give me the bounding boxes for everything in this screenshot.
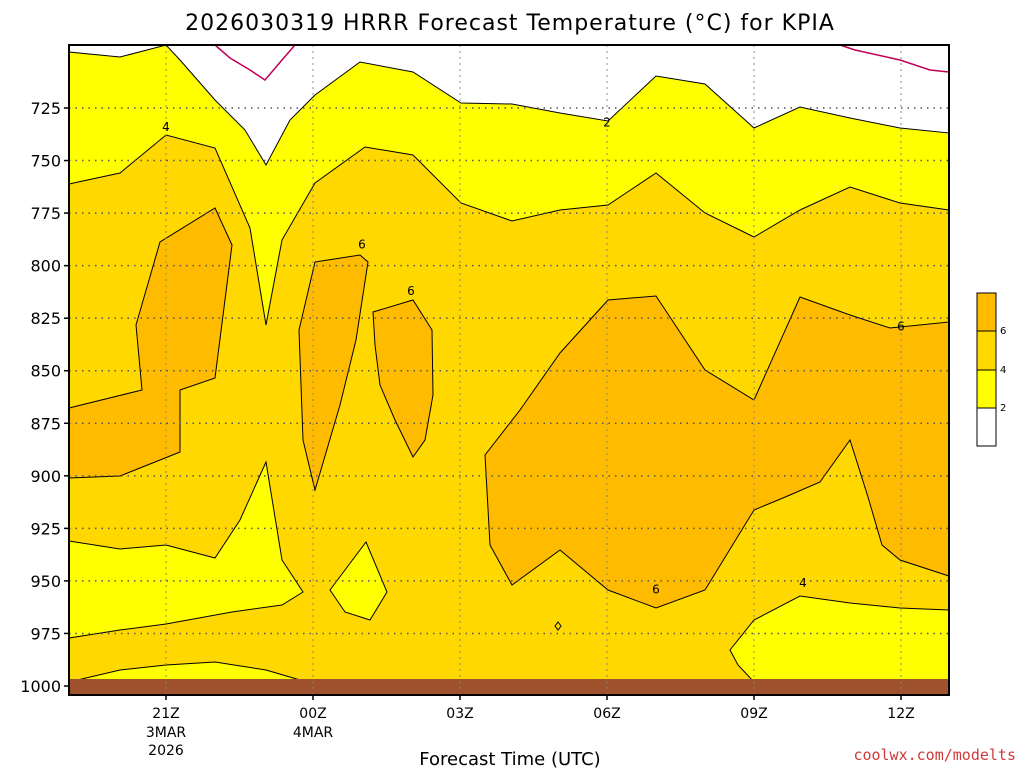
band-2-4-bottom-left bbox=[68, 460, 304, 639]
y-tick-label: 750 bbox=[30, 152, 61, 171]
x-axis-label: Forecast Time (UTC) bbox=[419, 749, 600, 768]
x-tick-label: 21Z bbox=[152, 706, 179, 722]
contour-labels: 4 2 6 6 6 4 6 bbox=[162, 116, 905, 597]
contour-label: 6 bbox=[652, 582, 660, 596]
colorbar-band-2-4 bbox=[976, 369, 997, 409]
y-axis: 725 750 775 800 825 850 875 900 925 950 975 1000 bbox=[20, 99, 69, 696]
y-tick-label: 925 bbox=[30, 519, 61, 538]
x-tick-sublabel: 2026 bbox=[148, 743, 184, 759]
zero-isotherm-left bbox=[214, 44, 296, 81]
colorbar-band-4-6 bbox=[976, 330, 997, 371]
contour-label: 2 bbox=[603, 116, 611, 130]
y-tick-label: 900 bbox=[30, 467, 61, 486]
x-tick-label: 09Z bbox=[740, 706, 767, 722]
band-above-6-a bbox=[68, 207, 233, 479]
band-below-2-top bbox=[68, 44, 950, 167]
colorbar-band-above-6 bbox=[976, 292, 997, 332]
contour-label: 4 bbox=[162, 120, 170, 134]
contour-label: 6 bbox=[407, 284, 415, 298]
y-tick-label: 725 bbox=[30, 99, 61, 118]
x-tick-sublabel: 3MAR bbox=[146, 725, 187, 741]
band-2-4-bottom-mid bbox=[329, 541, 388, 621]
y-tick-label: 850 bbox=[30, 362, 61, 381]
x-axis: 21Z 3MAR 2026 00Z 4MAR 03Z 06Z 09Z 12Z bbox=[146, 695, 915, 759]
zero-isotherm-right bbox=[839, 44, 950, 73]
y-tick-label: 1000 bbox=[20, 677, 61, 696]
band-2-4-bottom-right bbox=[729, 595, 950, 683]
y-tick-label: 975 bbox=[30, 624, 61, 643]
colorbar-band-below-2 bbox=[976, 407, 997, 447]
credit-link[interactable]: coolwx.com/modelts bbox=[853, 746, 1016, 764]
contour-label: 4 bbox=[799, 576, 807, 590]
x-tick-label: 00Z bbox=[299, 706, 326, 722]
gridlines bbox=[69, 45, 949, 695]
colorbar: 6 4 2 bbox=[976, 292, 1006, 447]
y-tick-label: 825 bbox=[30, 309, 61, 328]
y-tick-label: 875 bbox=[30, 414, 61, 433]
band-above-6-b bbox=[298, 254, 369, 492]
y-tick-label: 950 bbox=[30, 572, 61, 591]
colorbar-label-6: 6 bbox=[1000, 326, 1006, 337]
x-tick-label: 12Z bbox=[887, 706, 914, 722]
contour-marker bbox=[554, 621, 562, 631]
ground-strip bbox=[69, 679, 949, 695]
band-above-6-d bbox=[484, 295, 950, 609]
y-tick-label: 800 bbox=[30, 257, 61, 276]
colorbar-label-2: 2 bbox=[1000, 403, 1006, 414]
band-above-6-c bbox=[372, 299, 434, 458]
contour-label: 6 bbox=[897, 320, 905, 334]
x-tick-sublabel: 4MAR bbox=[293, 725, 334, 741]
chart-title: 2026030319 HRRR Forecast Temperature (°C… bbox=[185, 11, 835, 36]
plot-area bbox=[68, 44, 950, 696]
x-tick-label: 03Z bbox=[446, 706, 473, 722]
colorbar-label-4: 4 bbox=[1000, 365, 1006, 376]
x-tick-label: 06Z bbox=[593, 706, 620, 722]
y-tick-label: 775 bbox=[30, 204, 61, 223]
contour-label: 6 bbox=[358, 238, 366, 252]
